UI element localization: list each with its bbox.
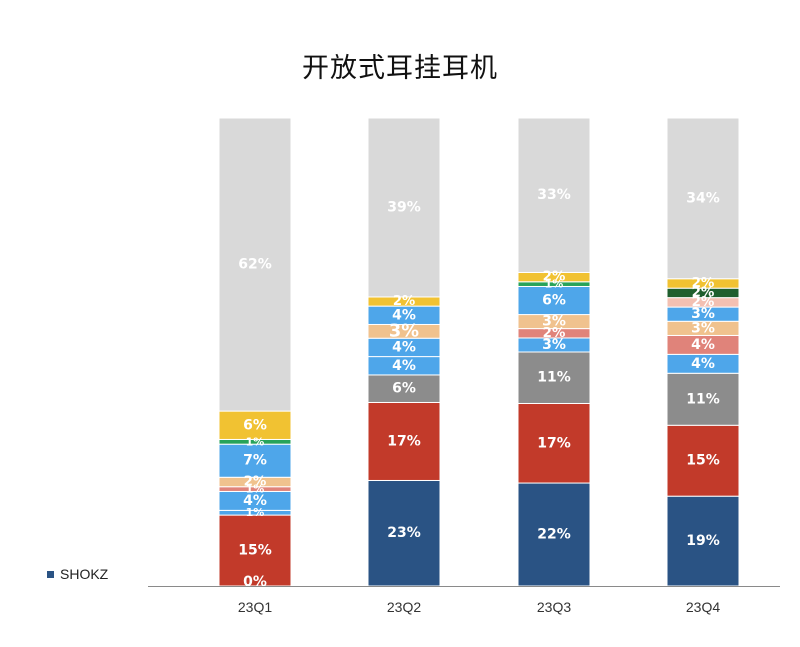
bar-segment-23Q4-s1 — [666, 424, 740, 497]
data-label-23Q4-s0: 19% — [686, 533, 720, 549]
legend-label-shokz: SHOKZ — [60, 566, 109, 582]
bar-segment-23Q1-s1 — [218, 514, 292, 587]
bar-segment-23Q1-s11 — [218, 410, 292, 440]
data-label-23Q1-s1: 15% — [238, 543, 272, 559]
data-label-23Q3-s10: 1% — [545, 278, 564, 291]
data-label-23Q3-s5: 2% — [543, 326, 566, 341]
data-label-23Q2-s12: 39% — [387, 199, 421, 215]
bar-segment-23Q3-s1 — [517, 402, 591, 484]
data-label-23Q4-s3: 4% — [691, 356, 715, 372]
data-label-23Q1-s0: 0% — [243, 574, 267, 590]
data-label-23Q1-s7: 7% — [243, 453, 267, 469]
data-label-23Q2-s3: 4% — [392, 358, 416, 374]
bar-segment-23Q3-s7 — [517, 285, 591, 316]
data-label-23Q3-s0: 22% — [537, 527, 571, 543]
data-label-23Q2-s6: 3% — [389, 321, 419, 341]
x-tick-label-23Q2: 23Q2 — [387, 599, 421, 615]
bar-segment-23Q1-s12 — [218, 117, 292, 412]
data-label-23Q1-s4: 4% — [243, 493, 267, 509]
bar-segment-23Q2-s12 — [367, 117, 441, 298]
data-label-23Q2-s1: 17% — [387, 433, 421, 449]
data-label-23Q1-s12: 62% — [238, 257, 272, 273]
data-label-23Q4-s5: 4% — [691, 337, 715, 353]
data-label-23Q3-s12: 33% — [537, 187, 571, 203]
data-label-23Q4-s1: 15% — [686, 453, 720, 469]
data-label-23Q1-s11: 6% — [243, 417, 267, 433]
x-tick-label-23Q3: 23Q3 — [537, 599, 571, 615]
data-label-23Q4-s9: 2% — [692, 285, 715, 300]
data-label-23Q2-s7: 4% — [392, 307, 416, 323]
chart-title: 开放式耳挂耳机 — [302, 53, 498, 84]
data-label-23Q3-s7: 6% — [542, 293, 566, 309]
data-label-23Q3-s2: 11% — [537, 370, 571, 386]
data-label-23Q4-s11: 2% — [692, 276, 715, 291]
bar-segment-23Q3-s12 — [517, 117, 591, 273]
data-label-23Q1-s10: 1% — [246, 435, 265, 448]
x-tick-labels: 23Q1 23Q2 23Q3 23Q4 — [238, 599, 720, 615]
data-label-23Q4-s2: 11% — [686, 391, 720, 407]
data-label-23Q1-s3: 1% — [246, 506, 265, 519]
bar-segment-23Q2-s2 — [367, 374, 441, 403]
data-label-23Q4-s7: 3% — [691, 306, 715, 322]
data-labels-layer: 0%15%1%4%1%2%7%1%6%62%23%17%6%4%4%3%4%2%… — [238, 187, 720, 590]
x-tick-label-23Q4: 23Q4 — [686, 599, 720, 615]
data-label-23Q3-s11: 2% — [543, 270, 566, 285]
data-label-23Q2-s2: 6% — [392, 381, 416, 397]
data-label-23Q2-s4: 4% — [392, 339, 416, 355]
bar-segment-23Q2-s1 — [367, 401, 441, 481]
bar-segment-23Q4-s12 — [666, 117, 740, 280]
bar-segment-23Q4-s2 — [666, 372, 740, 426]
data-label-23Q1-s6: 2% — [244, 475, 267, 490]
data-label-23Q4-s6: 3% — [691, 320, 715, 336]
bar-segment-23Q3-s0 — [517, 482, 591, 587]
bar-segment-23Q1-s7 — [218, 443, 292, 478]
data-label-23Q3-s3: 3% — [542, 337, 566, 353]
data-label-23Q4-s8: 2% — [692, 295, 715, 310]
data-label-23Q2-s0: 23% — [387, 525, 421, 541]
x-tick-label-23Q1: 23Q1 — [238, 599, 272, 615]
bar-segment-23Q2-s0 — [367, 479, 441, 587]
data-label-23Q2-s11: 2% — [393, 294, 415, 309]
data-label-23Q3-s6: 3% — [542, 314, 566, 330]
data-label-23Q4-s12: 34% — [686, 190, 720, 206]
legend-swatch-shokz — [47, 570, 54, 578]
data-label-23Q1-s5: 1% — [246, 483, 265, 496]
data-label-23Q3-s1: 17% — [537, 435, 571, 451]
bars-layer — [218, 117, 740, 587]
bar-segment-23Q4-s0 — [666, 495, 740, 587]
legend: SHOKZ — [47, 566, 108, 582]
bar-segment-23Q3-s2 — [517, 351, 591, 404]
